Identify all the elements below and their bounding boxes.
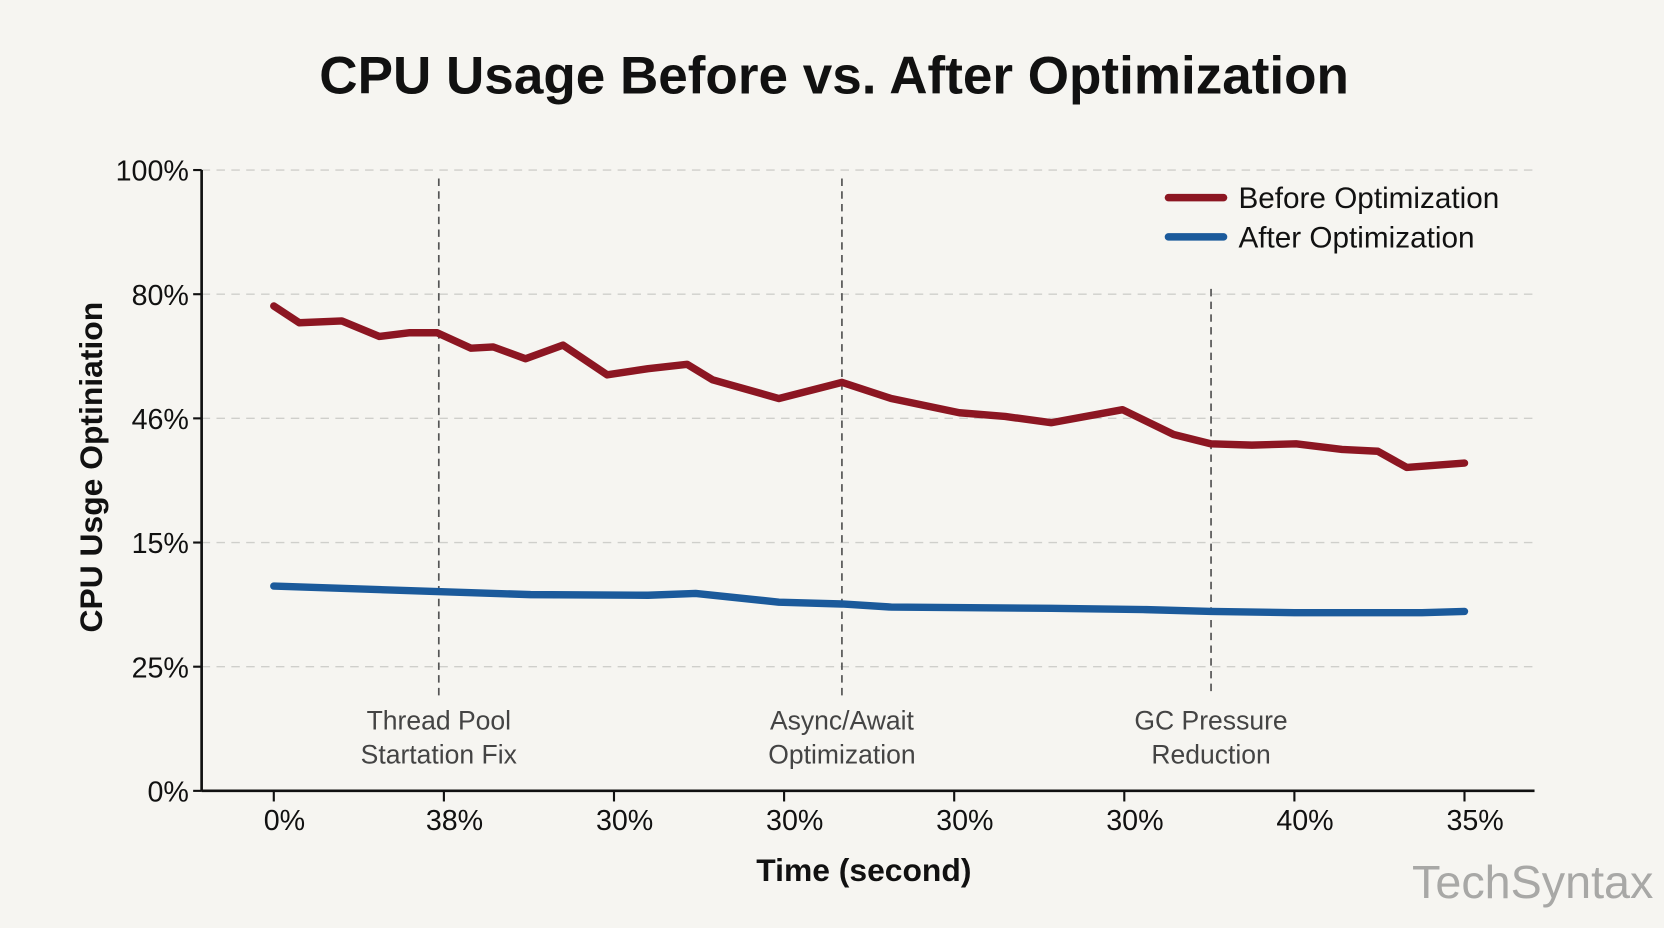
annotation-label: Reduction [1151, 739, 1270, 769]
y-tick-label: 15% [132, 528, 189, 560]
y-tick-label: 46% [132, 404, 189, 436]
x-ticks: 0% 38% 30% 30% 30% 30% 40% 35% [264, 790, 1504, 837]
y-axis-label: CPU Usge Optiniation [73, 302, 109, 633]
annotation-label: Thread Pool [367, 705, 511, 735]
annotation-label: Async/Await [770, 705, 915, 735]
x-tick-label: 30% [936, 805, 993, 837]
y-tick-label: 25% [132, 652, 189, 684]
x-tick-label: 40% [1276, 805, 1333, 837]
x-tick-label: 35% [1446, 805, 1503, 837]
legend-label: After Optimization [1238, 222, 1474, 255]
annotations: Thread Pool Startation Fix Async/Await Opti… [361, 178, 1288, 769]
x-tick-label: 30% [596, 805, 653, 837]
annotation-label: Startation Fix [361, 739, 517, 769]
annotation-label: Optimization [768, 739, 915, 769]
series-lines [270, 302, 1469, 617]
x-axis-label: Time (second) [756, 852, 971, 888]
legend: Before Optimization After Optimization [1164, 182, 1499, 255]
x-tick-label: 0% [264, 805, 305, 837]
series-line-after [270, 582, 1469, 617]
legend-label: Before Optimization [1238, 182, 1499, 215]
x-tick-label: 30% [766, 805, 823, 837]
x-tick-label: 38% [426, 805, 483, 837]
y-tick-label: 100% [116, 156, 189, 188]
watermark: TechSyntax [1412, 856, 1653, 908]
y-tick-label: 0% [147, 776, 188, 808]
x-tick-label: 30% [1106, 805, 1163, 837]
annotation-label: GC Pressure [1134, 705, 1287, 735]
y-ticks: 0% 25% 15% 46% 80% 100% [116, 156, 202, 808]
series-line-before [270, 302, 1469, 472]
chart-title: CPU Usage Before vs. After Optimization [319, 47, 1349, 106]
y-tick-label: 80% [132, 280, 189, 312]
